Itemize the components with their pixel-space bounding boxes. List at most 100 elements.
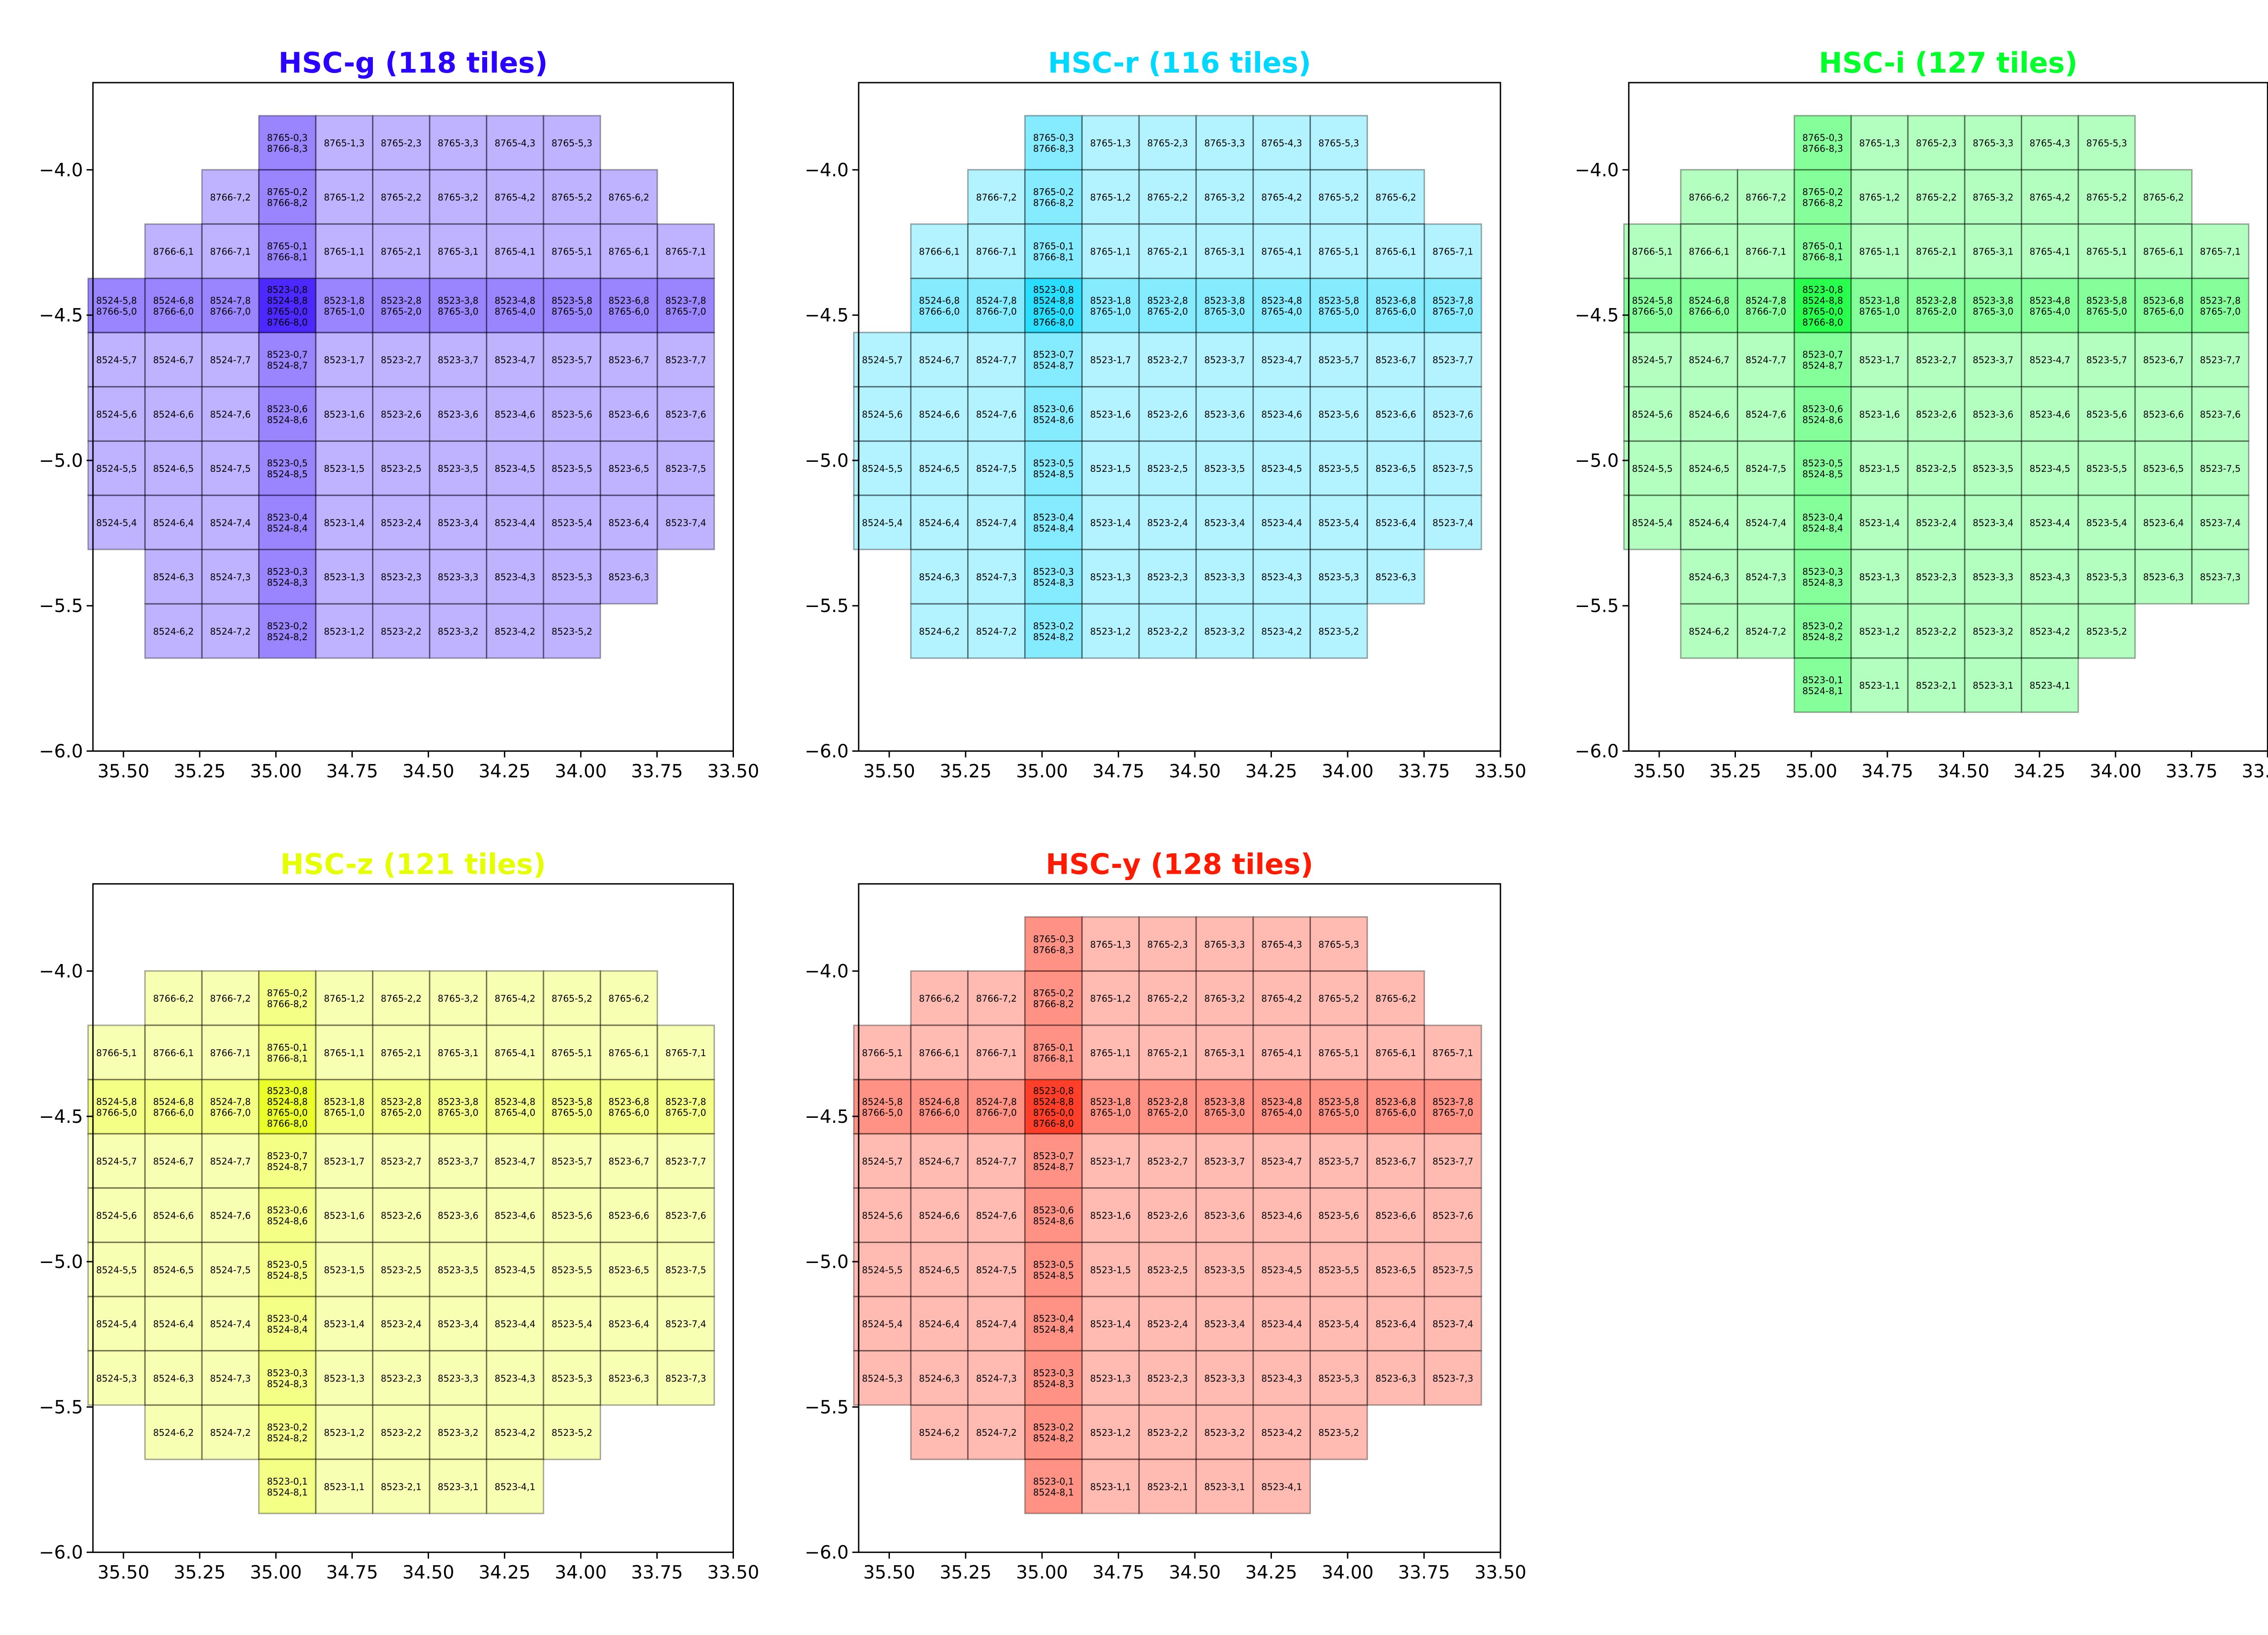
tile <box>1252 278 1311 333</box>
tile <box>2021 494 2079 550</box>
tile <box>853 1133 912 1189</box>
tile <box>372 278 430 333</box>
tile <box>2077 115 2136 171</box>
tile-label: 8523-7,6 <box>665 409 706 420</box>
tile-label: 8766-8,3 <box>267 143 308 154</box>
tile <box>2134 169 2193 225</box>
tile <box>967 440 1026 496</box>
tile <box>1138 1079 1197 1135</box>
tile <box>1964 603 2023 659</box>
x-tick-label: 35.00 <box>250 1562 302 1583</box>
tile-label: 8523-0,4 <box>1033 1313 1074 1324</box>
tile <box>2021 332 2079 387</box>
tile-label: 8524-7,3 <box>976 572 1017 583</box>
tile-label: 8523-4,5 <box>1261 1264 1302 1275</box>
tile-label: 8524-5,8 <box>1632 295 1673 306</box>
tile <box>543 278 601 333</box>
tile <box>486 494 544 550</box>
tile <box>1423 278 1482 333</box>
tile-label: 8523-0,2 <box>1033 621 1074 631</box>
tile <box>486 1024 544 1081</box>
tile <box>1423 1296 1482 1351</box>
tile <box>1195 603 1254 659</box>
tile-label: 8523-0,2 <box>267 621 308 631</box>
tile-label: 8765-3,3 <box>438 138 479 149</box>
tile <box>600 970 658 1026</box>
tile <box>1964 115 2023 171</box>
tile-label: 8523-3,2 <box>1204 626 1245 637</box>
y-tick-label: −4.0 <box>39 160 83 181</box>
tile-label: 8523-6,7 <box>2143 355 2184 366</box>
tile <box>429 1024 488 1081</box>
tile <box>429 548 488 605</box>
tile <box>258 970 317 1026</box>
tile-label: 8523-2,3 <box>381 1373 421 1384</box>
tile-label: 8523-0,8 <box>1033 284 1074 295</box>
tile <box>258 1024 317 1081</box>
tile <box>1024 1350 1083 1406</box>
x-tick-label: 35.00 <box>1016 1562 1068 1583</box>
axes-frame <box>92 82 734 752</box>
tile-label: 8523-3,7 <box>1204 355 1245 366</box>
tile-label: 8523-2,3 <box>1147 1373 1188 1384</box>
tile-label: 8524-5,3 <box>862 1373 903 1384</box>
tile <box>144 548 203 605</box>
tile-label: 8524-8,4 <box>1802 523 1843 534</box>
tile <box>2077 278 2136 333</box>
x-tick-label: 35.25 <box>1709 761 1761 782</box>
tile-label: 8523-0,7 <box>1033 1150 1074 1161</box>
tile-label: 8524-7,5 <box>1745 463 1786 474</box>
tile-label: 8523-1,3 <box>1090 1373 1131 1384</box>
tile-label: 8524-7,6 <box>210 409 251 420</box>
tile-label: 8765-4,0 <box>1261 1107 1302 1118</box>
tile-label: 8523-4,8 <box>2029 295 2070 306</box>
tile-label: 8765-4,3 <box>1261 138 1302 149</box>
tile-label: 8524-7,8 <box>210 295 251 306</box>
x-tick-label: 33.75 <box>1398 1562 1450 1583</box>
tile-label: 8523-7,7 <box>665 1156 706 1167</box>
tile <box>1964 657 2023 713</box>
tile-label: 8766-8,3 <box>1033 945 1074 955</box>
tile <box>1081 548 1140 605</box>
y-tick-label: −5.5 <box>805 596 849 617</box>
tile-label: 8523-2,7 <box>1147 1156 1188 1167</box>
tile-label: 8523-1,8 <box>324 295 365 306</box>
tile <box>372 1187 430 1243</box>
tile-label: 8523-1,6 <box>324 1210 365 1221</box>
tile <box>372 1133 430 1189</box>
tile-label: 8765-4,3 <box>494 138 535 149</box>
tile-label: 8523-2,7 <box>1147 355 1188 366</box>
tile-label: 8765-3,0 <box>1204 306 1245 317</box>
tile <box>1907 657 1965 713</box>
tile-label: 8523-7,4 <box>1432 1319 1473 1330</box>
tile <box>2021 440 2079 496</box>
x-tick-label: 35.25 <box>174 761 226 782</box>
tile <box>1680 332 1739 387</box>
tile-label: 8523-4,7 <box>2029 355 2070 366</box>
tile <box>144 1242 203 1297</box>
tile <box>1964 548 2023 605</box>
tile-label: 8524-5,4 <box>96 517 137 528</box>
tile-label: 8523-5,4 <box>552 517 592 528</box>
tile-label: 8765-5,2 <box>552 192 592 203</box>
x-tick-label: 34.50 <box>1169 1562 1221 1583</box>
tile-label: 8523-3,2 <box>1204 1427 1245 1438</box>
tile <box>1737 386 1795 442</box>
tile <box>429 1404 488 1460</box>
tile <box>372 1296 430 1351</box>
tile-label: 8765-0,1 <box>1802 241 1843 252</box>
tile-label: 8523-7,8 <box>665 1097 706 1107</box>
tile <box>1024 970 1083 1026</box>
tile <box>1423 223 1482 279</box>
tile-label: 8523-4,4 <box>494 517 535 528</box>
tile <box>87 1079 146 1135</box>
tile <box>315 603 374 659</box>
tile-label: 8524-7,2 <box>210 626 251 637</box>
tile <box>1024 916 1083 972</box>
tile-label: 8523-3,7 <box>1973 355 2014 366</box>
tile <box>1195 115 1254 171</box>
tile-label: 8523-1,5 <box>1090 1264 1131 1275</box>
tile-label: 8766-8,1 <box>267 1053 308 1064</box>
tile-label: 8765-2,0 <box>1147 1107 1188 1118</box>
